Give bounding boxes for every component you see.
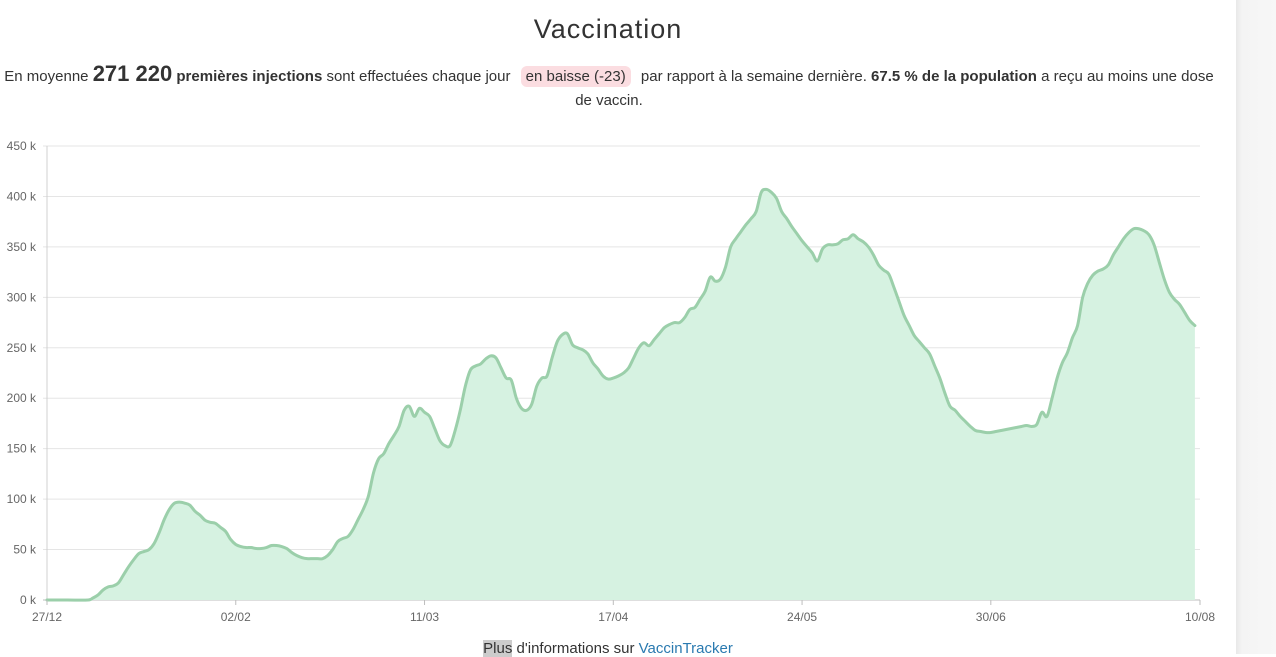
population-percentage: 67.5 % de la population	[871, 68, 1037, 85]
x-tick-label: 02/02	[221, 610, 251, 624]
y-tick-label: 350 k	[7, 240, 37, 254]
x-tick-label: 30/06	[976, 610, 1006, 624]
footer-highlight: Plus	[483, 640, 513, 657]
footer-info: Plus d'informations sur VaccinTracker	[0, 640, 1216, 657]
page-title: Vaccination	[533, 14, 683, 44]
side-panel-shadow	[1236, 0, 1276, 654]
main-panel: Vaccination En moyenne 271 220 premières…	[0, 14, 1218, 657]
x-tick-label: 17/04	[598, 610, 628, 624]
x-tick-label: 10/08	[1185, 610, 1215, 624]
y-tick-label: 450 k	[7, 139, 37, 153]
footer-text: d'informations sur	[516, 640, 635, 657]
x-tick-label: 27/12	[32, 610, 62, 624]
y-tick-label: 0 k	[20, 593, 37, 607]
summary-after-badge: par rapport à la semaine dernière.	[640, 68, 867, 85]
summary-prefix: En moyenne	[4, 68, 89, 85]
summary-suffix: a reçu au moins une dose de vaccin.	[575, 68, 1214, 109]
y-tick-label: 400 k	[7, 189, 37, 203]
x-tick-label: 11/03	[410, 610, 439, 624]
y-tick-label: 200 k	[7, 391, 37, 405]
y-tick-label: 100 k	[7, 492, 37, 506]
x-tick-label: 24/05	[787, 610, 817, 624]
first-injections-chart: 0 k 50 k 100 k 150 k 200 k 250 k 300 k 350 k 400…	[7, 139, 1216, 624]
y-tick-label: 250 k	[7, 341, 37, 355]
vaccintracker-link[interactable]: VaccinTracker	[638, 640, 733, 657]
chart-axes: 0 k 50 k 100 k 150 k 200 k 250 k 300 k 350 k 400…	[7, 139, 1216, 624]
vaccination-summary: En moyenne 271 220 premières injections …	[0, 62, 1218, 113]
summary-metric: premières injections	[176, 68, 323, 85]
y-tick-label: 50 k	[13, 543, 37, 557]
trend-badge: en baisse (-23)	[520, 66, 631, 87]
injections-area	[47, 189, 1195, 601]
injections-line	[45, 187, 1197, 602]
y-tick-label: 300 k	[7, 290, 37, 304]
daily-average-value: 271 220	[92, 61, 173, 86]
summary-middle: sont effectuées chaque jour	[326, 68, 511, 85]
y-tick-label: 150 k	[7, 442, 37, 456]
